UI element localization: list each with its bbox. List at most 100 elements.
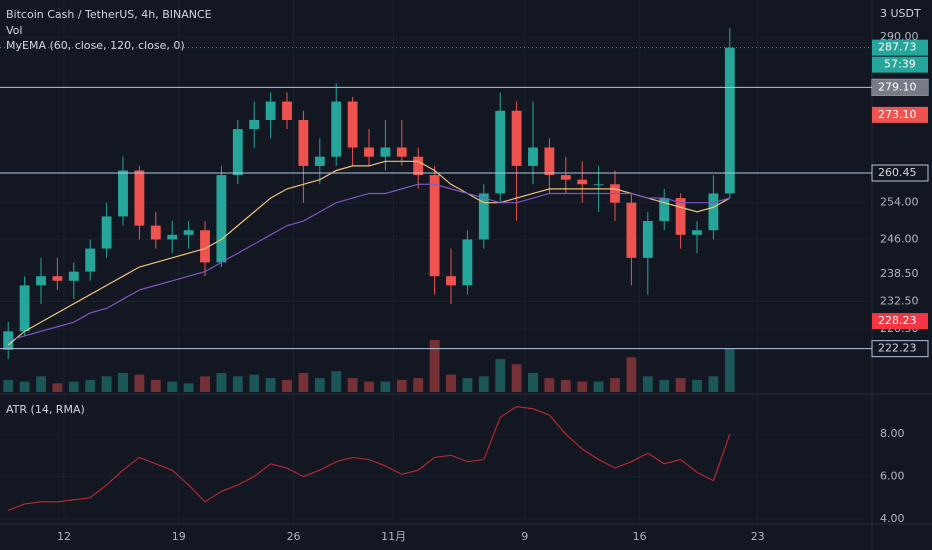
candle-body (528, 147, 538, 166)
candle-body (200, 230, 210, 263)
hline-tag (871, 340, 929, 358)
volume-bar (413, 378, 424, 392)
candle-body (692, 230, 702, 235)
y-tick-label: 8.00 (880, 427, 905, 440)
y-tick-label: 246.00 (880, 232, 919, 245)
candle-body (134, 170, 145, 226)
candle-body (249, 119, 260, 130)
x-tick-label: 12 (57, 530, 71, 543)
x-tick-label: 26 (287, 530, 301, 543)
candle-body (675, 198, 686, 235)
volume-bar (560, 379, 571, 392)
x-tick-label: 11月 (381, 530, 406, 543)
y-tick-label: 254.00 (880, 196, 919, 209)
volume-bar (577, 381, 588, 392)
volume-bar (249, 374, 260, 392)
candle-body (183, 230, 194, 235)
countdown-label: 57:39 (884, 58, 916, 71)
volume-label: Vol (6, 24, 22, 37)
candle-body (150, 225, 161, 240)
price-tag (872, 79, 928, 96)
candle-body (478, 193, 489, 240)
candle-body (659, 198, 670, 222)
candle-body (462, 239, 473, 286)
candle-body (36, 276, 46, 286)
price-tag-label: 273.10 (878, 108, 917, 121)
ema-line (7, 160, 731, 346)
volume-bar (511, 364, 522, 392)
volume-bar (19, 381, 30, 392)
volume-bar (708, 376, 719, 392)
candle-body (626, 202, 637, 258)
candle-body (314, 156, 325, 166)
candle-body (577, 179, 588, 185)
candle-body (544, 147, 555, 176)
candle-body (216, 175, 227, 263)
atr-line (7, 406, 731, 511)
ema-line (8, 183, 730, 342)
volume-bar (118, 372, 128, 392)
volume-bar (642, 376, 653, 392)
candle-body (68, 271, 79, 281)
y-tick-label: 4.00 (880, 512, 905, 525)
candle-body (298, 119, 309, 166)
x-tick-label: 16 (633, 530, 647, 543)
x-tick-label: 9 (521, 530, 528, 543)
volume-bar (478, 376, 489, 392)
volume-bar (659, 379, 670, 392)
volume-bar (446, 374, 456, 392)
volume-bar (314, 378, 325, 392)
candle-body (396, 147, 407, 157)
volume-bar (528, 372, 538, 392)
volume-bar (429, 340, 440, 392)
x-tick-label: 19 (172, 530, 186, 543)
volume-bar (3, 379, 14, 392)
y-tick-label: 238.50 (880, 267, 919, 280)
volume-bar (68, 381, 79, 392)
volume-bar (134, 374, 145, 392)
indicator-label: MyEMA (60, close, 120, close, 0) (6, 39, 185, 52)
volume-bar (298, 372, 309, 392)
volume-bar (347, 378, 358, 392)
candle-body (232, 129, 243, 176)
volume-bar (282, 379, 292, 392)
hline-tag (871, 164, 929, 182)
hline-tag-label: 222.23 (878, 342, 917, 355)
price-tag (872, 39, 928, 56)
price-tag-label: 228.23 (878, 314, 917, 327)
candle-body (282, 101, 292, 120)
volume-bar (610, 378, 620, 392)
volume-bar (52, 383, 63, 392)
currency-label: 3 USDT (880, 7, 921, 20)
candle-body (708, 193, 719, 231)
candle-body (101, 216, 112, 249)
candle-body (118, 170, 128, 217)
candle-body (364, 147, 374, 157)
volume-bar (232, 376, 243, 392)
candle-body (495, 110, 506, 194)
volume-bar (396, 379, 407, 392)
volume-bar (495, 359, 506, 392)
volume-bar (101, 376, 112, 392)
x-tick-label: 23 (751, 530, 765, 543)
candle-body (19, 285, 30, 332)
volume-bar (626, 357, 637, 392)
volume-bar (36, 376, 46, 392)
volume-bar (200, 376, 210, 392)
price-tag (872, 106, 928, 123)
candle-body (331, 101, 342, 157)
candle-body (724, 47, 735, 194)
candle-body (413, 156, 424, 176)
candle-body (167, 234, 178, 240)
volume-bar (462, 378, 473, 392)
candle-body (265, 101, 276, 120)
hline-tag-label: 260.45 (878, 166, 917, 179)
volume-bar (150, 379, 161, 392)
volume-bar (331, 371, 342, 392)
volume-bar (380, 381, 391, 392)
price-tag (872, 313, 928, 330)
candle-body (380, 147, 391, 157)
candle-body (642, 221, 653, 258)
candle-body (593, 184, 604, 186)
